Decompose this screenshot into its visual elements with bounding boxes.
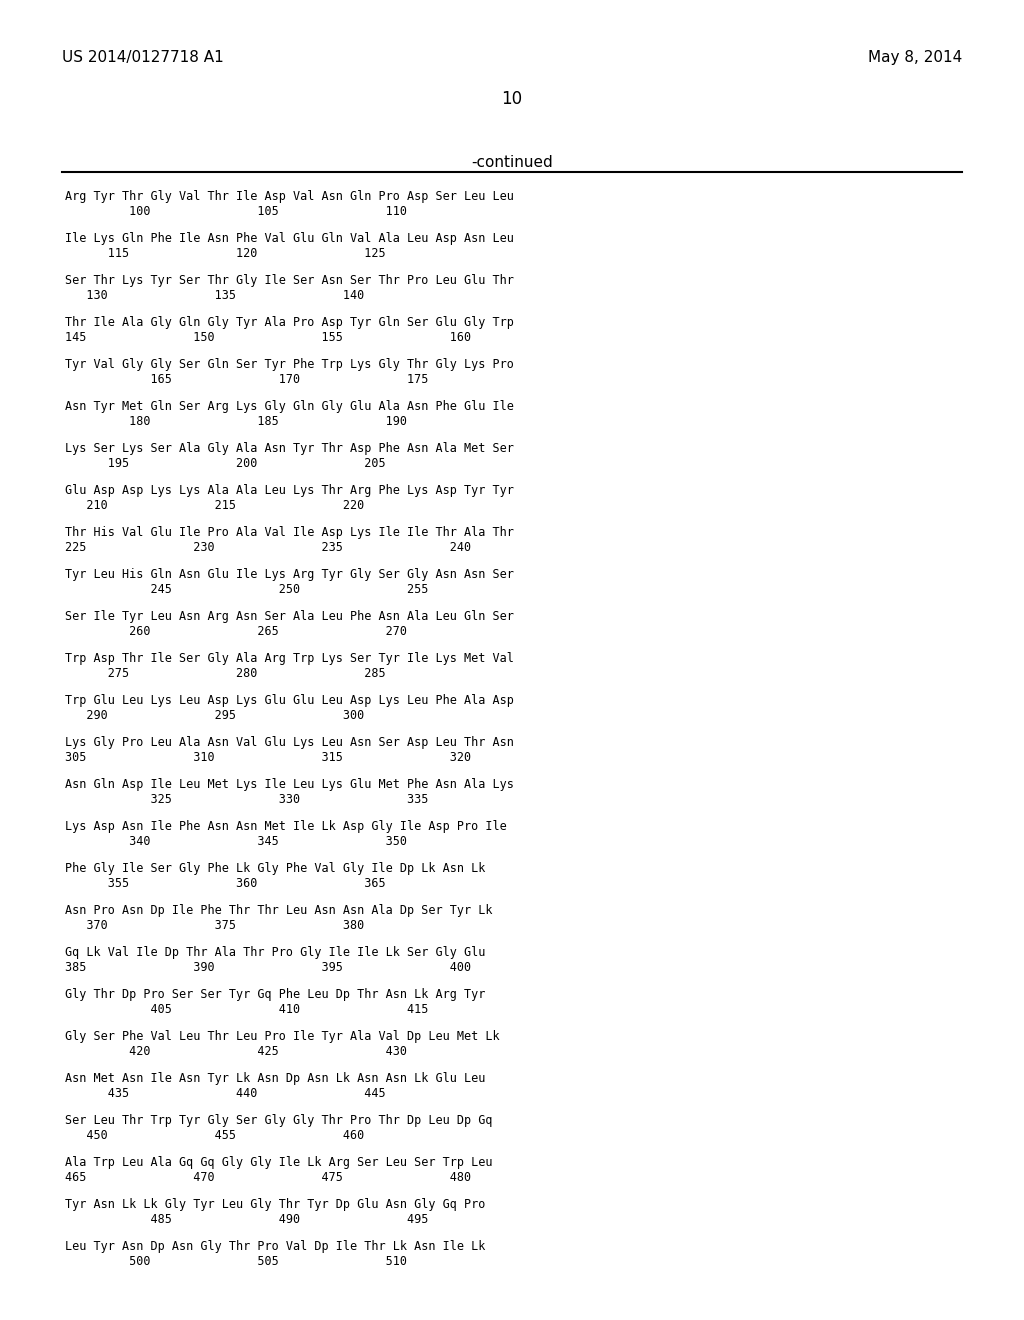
Text: Lys Ser Lys Ser Ala Gly Ala Asn Tyr Thr Asp Phe Asn Ala Met Ser: Lys Ser Lys Ser Ala Gly Ala Asn Tyr Thr …	[65, 442, 514, 455]
Text: 275               280               285: 275 280 285	[65, 667, 386, 680]
Text: 290               295               300: 290 295 300	[65, 709, 365, 722]
Text: 420               425               430: 420 425 430	[65, 1045, 407, 1059]
Text: Phe Gly Ile Ser Gly Phe Lk Gly Phe Val Gly Ile Dp Lk Asn Lk: Phe Gly Ile Ser Gly Phe Lk Gly Phe Val G…	[65, 862, 485, 875]
Text: Lys Gly Pro Leu Ala Asn Val Glu Lys Leu Asn Ser Asp Leu Thr Asn: Lys Gly Pro Leu Ala Asn Val Glu Lys Leu …	[65, 737, 514, 748]
Text: 385               390               395               400: 385 390 395 400	[65, 961, 471, 974]
Text: 370               375               380: 370 375 380	[65, 919, 365, 932]
Text: May 8, 2014: May 8, 2014	[867, 50, 962, 65]
Text: 225               230               235               240: 225 230 235 240	[65, 541, 471, 554]
Text: Gq Lk Val Ile Dp Thr Ala Thr Pro Gly Ile Ile Lk Ser Gly Glu: Gq Lk Val Ile Dp Thr Ala Thr Pro Gly Ile…	[65, 946, 485, 960]
Text: 165               170               175: 165 170 175	[65, 374, 428, 385]
Text: Leu Tyr Asn Dp Asn Gly Thr Pro Val Dp Ile Thr Lk Asn Ile Lk: Leu Tyr Asn Dp Asn Gly Thr Pro Val Dp Il…	[65, 1239, 485, 1253]
Text: Tyr Asn Lk Lk Gly Tyr Leu Gly Thr Tyr Dp Glu Asn Gly Gq Pro: Tyr Asn Lk Lk Gly Tyr Leu Gly Thr Tyr Dp…	[65, 1199, 485, 1210]
Text: Thr His Val Glu Ile Pro Ala Val Ile Asp Lys Ile Ile Thr Ala Thr: Thr His Val Glu Ile Pro Ala Val Ile Asp …	[65, 525, 514, 539]
Text: Asn Met Asn Ile Asn Tyr Lk Asn Dp Asn Lk Asn Asn Lk Glu Leu: Asn Met Asn Ile Asn Tyr Lk Asn Dp Asn Lk…	[65, 1072, 485, 1085]
Text: 260               265               270: 260 265 270	[65, 624, 407, 638]
Text: Glu Asp Asp Lys Lys Ala Ala Leu Lys Thr Arg Phe Lys Asp Tyr Tyr: Glu Asp Asp Lys Lys Ala Ala Leu Lys Thr …	[65, 484, 514, 498]
Text: 340               345               350: 340 345 350	[65, 836, 407, 847]
Text: 325               330               335: 325 330 335	[65, 793, 428, 807]
Text: Gly Thr Dp Pro Ser Ser Tyr Gq Phe Leu Dp Thr Asn Lk Arg Tyr: Gly Thr Dp Pro Ser Ser Tyr Gq Phe Leu Dp…	[65, 987, 485, 1001]
Text: 145               150               155               160: 145 150 155 160	[65, 331, 471, 345]
Text: 100               105               110: 100 105 110	[65, 205, 407, 218]
Text: 355               360               365: 355 360 365	[65, 876, 386, 890]
Text: Trp Glu Leu Lys Leu Asp Lys Glu Glu Leu Asp Lys Leu Phe Ala Asp: Trp Glu Leu Lys Leu Asp Lys Glu Glu Leu …	[65, 694, 514, 708]
Text: 10: 10	[502, 90, 522, 108]
Text: Ser Leu Thr Trp Tyr Gly Ser Gly Gly Thr Pro Thr Dp Leu Dp Gq: Ser Leu Thr Trp Tyr Gly Ser Gly Gly Thr …	[65, 1114, 493, 1127]
Text: US 2014/0127718 A1: US 2014/0127718 A1	[62, 50, 224, 65]
Text: Tyr Leu His Gln Asn Glu Ile Lys Arg Tyr Gly Ser Gly Asn Asn Ser: Tyr Leu His Gln Asn Glu Ile Lys Arg Tyr …	[65, 568, 514, 581]
Text: Asn Pro Asn Dp Ile Phe Thr Thr Leu Asn Asn Ala Dp Ser Tyr Lk: Asn Pro Asn Dp Ile Phe Thr Thr Leu Asn A…	[65, 904, 493, 917]
Text: 450               455               460: 450 455 460	[65, 1129, 365, 1142]
Text: Thr Ile Ala Gly Gln Gly Tyr Ala Pro Asp Tyr Gln Ser Glu Gly Trp: Thr Ile Ala Gly Gln Gly Tyr Ala Pro Asp …	[65, 315, 514, 329]
Text: 465               470               475               480: 465 470 475 480	[65, 1171, 471, 1184]
Text: 115               120               125: 115 120 125	[65, 247, 386, 260]
Text: 405               410               415: 405 410 415	[65, 1003, 428, 1016]
Text: 195               200               205: 195 200 205	[65, 457, 386, 470]
Text: Asn Tyr Met Gln Ser Arg Lys Gly Gln Gly Glu Ala Asn Phe Glu Ile: Asn Tyr Met Gln Ser Arg Lys Gly Gln Gly …	[65, 400, 514, 413]
Text: 180               185               190: 180 185 190	[65, 414, 407, 428]
Text: Ile Lys Gln Phe Ile Asn Phe Val Glu Gln Val Ala Leu Asp Asn Leu: Ile Lys Gln Phe Ile Asn Phe Val Glu Gln …	[65, 232, 514, 246]
Text: Trp Asp Thr Ile Ser Gly Ala Arg Trp Lys Ser Tyr Ile Lys Met Val: Trp Asp Thr Ile Ser Gly Ala Arg Trp Lys …	[65, 652, 514, 665]
Text: 485               490               495: 485 490 495	[65, 1213, 428, 1226]
Text: Lys Asp Asn Ile Phe Asn Asn Met Ile Lk Asp Gly Ile Asp Pro Ile: Lys Asp Asn Ile Phe Asn Asn Met Ile Lk A…	[65, 820, 507, 833]
Text: Arg Tyr Thr Gly Val Thr Ile Asp Val Asn Gln Pro Asp Ser Leu Leu: Arg Tyr Thr Gly Val Thr Ile Asp Val Asn …	[65, 190, 514, 203]
Text: Ser Thr Lys Tyr Ser Thr Gly Ile Ser Asn Ser Thr Pro Leu Glu Thr: Ser Thr Lys Tyr Ser Thr Gly Ile Ser Asn …	[65, 275, 514, 286]
Text: Tyr Val Gly Gly Ser Gln Ser Tyr Phe Trp Lys Gly Thr Gly Lys Pro: Tyr Val Gly Gly Ser Gln Ser Tyr Phe Trp …	[65, 358, 514, 371]
Text: 210               215               220: 210 215 220	[65, 499, 365, 512]
Text: -continued: -continued	[471, 154, 553, 170]
Text: 245               250               255: 245 250 255	[65, 583, 428, 597]
Text: Gly Ser Phe Val Leu Thr Leu Pro Ile Tyr Ala Val Dp Leu Met Lk: Gly Ser Phe Val Leu Thr Leu Pro Ile Tyr …	[65, 1030, 500, 1043]
Text: Ala Trp Leu Ala Gq Gq Gly Gly Ile Lk Arg Ser Leu Ser Trp Leu: Ala Trp Leu Ala Gq Gq Gly Gly Ile Lk Arg…	[65, 1156, 493, 1170]
Text: 435               440               445: 435 440 445	[65, 1086, 386, 1100]
Text: 305               310               315               320: 305 310 315 320	[65, 751, 471, 764]
Text: Asn Gln Asp Ile Leu Met Lys Ile Leu Lys Glu Met Phe Asn Ala Lys: Asn Gln Asp Ile Leu Met Lys Ile Leu Lys …	[65, 777, 514, 791]
Text: 500               505               510: 500 505 510	[65, 1255, 407, 1269]
Text: 130               135               140: 130 135 140	[65, 289, 365, 302]
Text: Ser Ile Tyr Leu Asn Arg Asn Ser Ala Leu Phe Asn Ala Leu Gln Ser: Ser Ile Tyr Leu Asn Arg Asn Ser Ala Leu …	[65, 610, 514, 623]
